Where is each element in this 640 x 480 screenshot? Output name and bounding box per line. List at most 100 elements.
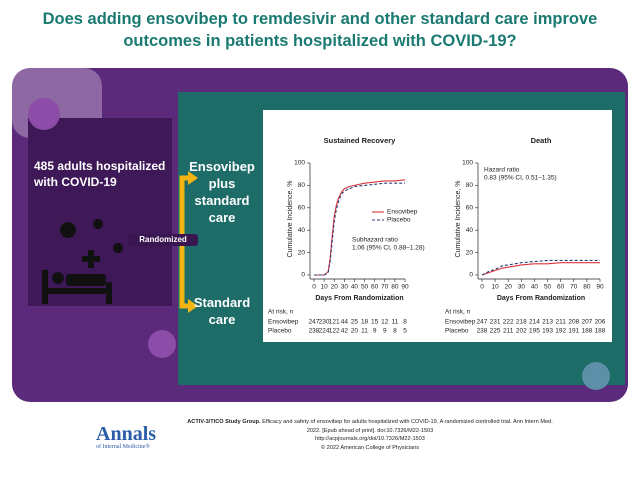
citation-line: http://acpjournals.org/doi/10.7326/M22-1…	[315, 436, 425, 442]
y-tick-label: 40	[298, 227, 306, 234]
at-risk-value: 188	[581, 328, 592, 335]
x-tick-label: 30	[341, 284, 349, 291]
at-risk-name: Ensovibep	[445, 319, 476, 326]
at-risk-value: 9	[383, 328, 387, 335]
at-risk-value: 9	[373, 328, 377, 335]
virus-icon	[28, 98, 610, 390]
at-risk-value: 206	[595, 319, 606, 326]
at-risk-value: 195	[529, 328, 540, 335]
at-risk-value: 8	[393, 328, 397, 335]
at-risk-value: 11	[361, 328, 368, 335]
chart-panel	[263, 110, 612, 342]
at-risk-value: 12	[381, 319, 389, 326]
arm-label: Standard care	[193, 295, 251, 327]
x-tick-label: 90	[401, 284, 409, 291]
at-risk-value: 247	[477, 319, 488, 326]
x-axis-label: Days From Randomization	[315, 295, 403, 302]
annotation: Hazard ratio	[484, 167, 520, 174]
arrow-head	[188, 299, 198, 313]
y-axis-label: Cumulative Incidence, %	[287, 180, 294, 257]
chart-title: Sustained Recovery	[324, 136, 397, 145]
at-risk-value: 222	[503, 319, 514, 326]
citation-authors: ACTIV-3/TICO Study Group.	[187, 419, 261, 425]
at-risk-value: 44	[341, 319, 349, 326]
y-tick-label: 80	[466, 182, 474, 189]
x-tick-label: 10	[491, 284, 499, 291]
x-tick-label: 70	[381, 284, 389, 291]
at-risk-value: 188	[595, 328, 606, 335]
x-tick-label: 0	[480, 284, 484, 291]
x-tick-label: 40	[351, 284, 359, 291]
at-risk-name: Ensovibep	[268, 319, 299, 326]
arrow	[179, 240, 190, 309]
y-tick-label: 80	[298, 182, 306, 189]
y-tick-label: 20	[466, 249, 474, 256]
y-axis-label: Cumulative Incidence, %	[455, 180, 462, 257]
at-risk-value: 214	[529, 319, 540, 326]
at-risk-value: 42	[341, 328, 349, 335]
at-risk-name: Placebo	[445, 328, 469, 335]
at-risk-value: 8	[403, 319, 407, 326]
legend-label: Placebo	[387, 217, 411, 224]
y-tick-label: 0	[301, 272, 305, 279]
journal-name: Annals	[96, 423, 157, 445]
y-tick-label: 100	[462, 160, 473, 167]
at-risk-value: 231	[490, 319, 501, 326]
at-risk-value: 238	[309, 328, 320, 335]
copyright: © 2022 American College of Physicians	[320, 444, 420, 451]
y-tick-label: 20	[298, 249, 306, 256]
x-tick-label: 90	[596, 284, 604, 291]
at-risk-value: 225	[490, 328, 501, 335]
x-tick-label: 60	[371, 284, 379, 291]
at-risk-value: 192	[555, 328, 566, 335]
y-tick-label: 60	[466, 205, 474, 212]
at-risk-value: 122	[329, 328, 340, 335]
at-risk-value: 18	[361, 319, 369, 326]
citation-line: ACTIV-3/TICO Study Group. Efficacy and s…	[170, 418, 570, 427]
annotation: Subhazard ratio	[352, 237, 398, 244]
x-tick-label: 30	[518, 284, 526, 291]
at-risk-value: 207	[581, 319, 592, 326]
series-line	[481, 262, 600, 276]
at-risk-value: 191	[568, 328, 579, 335]
y-tick-label: 40	[466, 227, 474, 234]
citation-text: Efficacy and safety of ensovibep for adu…	[262, 419, 553, 425]
series-line	[481, 259, 600, 276]
at-risk-value: 230	[319, 319, 330, 326]
at-risk-value: 193	[542, 328, 553, 335]
at-risk-value: 121	[329, 319, 340, 326]
at-risk-value: 15	[371, 319, 379, 326]
y-tick-label: 60	[298, 205, 306, 212]
at-risk-value: 238	[477, 328, 488, 335]
population: 485 adults hospitalized with COVID-19	[34, 159, 166, 189]
at-risk-value: 202	[516, 328, 527, 335]
at-risk-value: 211	[503, 328, 514, 335]
icons	[42, 219, 123, 304]
title: Does adding ensovibep to remdesivir and …	[42, 10, 598, 50]
y-tick-label: 100	[294, 160, 305, 167]
journal-subtitle: of Internal Medicine®	[96, 444, 150, 450]
y-tick-label: 0	[469, 272, 473, 279]
x-tick-label: 60	[557, 284, 565, 291]
at-risk-value: 213	[542, 319, 553, 326]
chart-title: Death	[531, 136, 552, 145]
x-axis-label: Days From Randomization	[497, 295, 585, 302]
x-tick-label: 0	[312, 284, 316, 291]
citation: ACTIV-3/TICO Study Group. Efficacy and s…	[170, 418, 570, 452]
series-line	[314, 182, 405, 276]
at-risk-value: 208	[568, 319, 579, 326]
x-tick-label: 80	[583, 284, 591, 291]
at-risk-value: 20	[351, 328, 359, 335]
journal-logo: Annals of Internal Medicine®	[96, 424, 156, 450]
at-risk-label: At risk, n	[268, 309, 294, 316]
at-risk-value: 247	[309, 319, 320, 326]
annotation: 1.06 (95% CI, 0.88–1.28)	[352, 245, 425, 252]
arm-label: Ensovibep plus standard care	[189, 159, 255, 225]
at-risk-value: 211	[555, 319, 566, 326]
at-risk-label: At risk, n	[445, 309, 471, 316]
arrow-head	[188, 171, 198, 185]
x-tick-label: 50	[544, 284, 552, 291]
at-risk-value: 224	[319, 328, 330, 335]
